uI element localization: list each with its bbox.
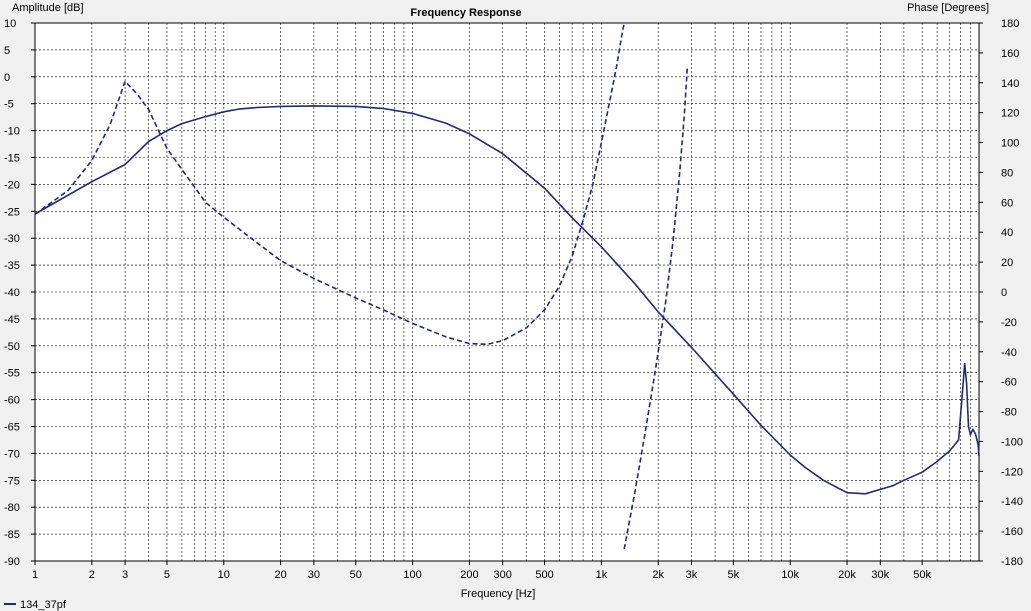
- plot-area: [34, 22, 980, 562]
- y-left-tick-label: -10: [4, 126, 20, 138]
- x-tick-label: 5: [164, 569, 170, 581]
- y-left-tick-label: -40: [4, 287, 20, 299]
- x-tick-labels: 1 2 3 5 10 20 30 50 100 200 300 500 1k 2k 3k 5k 10k 20k 30…: [32, 561, 932, 581]
- series-line-phase-wrapped: [623, 67, 689, 550]
- x-tick-label: 1: [32, 569, 38, 581]
- y-left-tick-label: -45: [4, 314, 20, 326]
- y-left-tick-label: -50: [4, 341, 20, 353]
- y-left-tick-label: -20: [4, 179, 20, 191]
- y-left-tick-labels: 10 5 0 -5 -10 -15 -20 -25 -30 -35 -40 -45 -50 -55 -60 -…: [4, 18, 35, 568]
- y-axis-right-label: Phase [Degrees]: [907, 2, 989, 14]
- legend-label: 134_37pf: [20, 599, 67, 611]
- y-left-tick-label: -65: [4, 422, 20, 434]
- x-axis-label: Frequency [Hz]: [461, 588, 536, 600]
- y-right-tick-label: 0: [1001, 287, 1007, 299]
- x-tick-label: 50: [350, 569, 362, 581]
- y-right-tick-label: -120: [1001, 466, 1023, 478]
- x-tick-label: 2: [89, 569, 95, 581]
- x-tick-label: 500: [535, 569, 553, 581]
- y-right-tick-labels: 180 160 140 120 100 80 60 40 20 0 -20 -40 -60 -80 -100…: [979, 18, 1023, 568]
- y-right-tick-label: -80: [1001, 407, 1017, 419]
- y-right-tick-label: 120: [1001, 108, 1019, 120]
- x-tick-label: 20: [275, 569, 287, 581]
- y-left-tick-label: -90: [4, 556, 20, 568]
- chart-title: Frequency Response: [410, 7, 521, 19]
- y-right-tick-label: 100: [1001, 138, 1019, 150]
- y-left-tick-label: -30: [4, 233, 20, 245]
- x-tick-label: 50k: [913, 569, 931, 581]
- x-tick-label: 300: [494, 569, 512, 581]
- y-left-tick-label: -35: [4, 260, 20, 272]
- y-left-tick-label: -55: [4, 368, 20, 380]
- y-left-tick-label: -75: [4, 475, 20, 487]
- x-tick-label: 100: [403, 569, 421, 581]
- y-right-tick-label: -40: [1001, 347, 1017, 359]
- y-left-tick-label: -70: [4, 448, 20, 460]
- x-tick-label: 20k: [838, 569, 856, 581]
- x-tick-label: 3: [122, 569, 128, 581]
- x-tick-label: 30: [308, 569, 320, 581]
- y-left-tick-label: 0: [4, 72, 10, 84]
- y-right-tick-label: -20: [1001, 317, 1017, 329]
- x-tick-label: 5k: [728, 569, 740, 581]
- y-left-tick-label: 10: [4, 18, 16, 30]
- y-left-tick-label: -25: [4, 206, 20, 218]
- legend: 134_37pf: [4, 599, 67, 611]
- y-right-tick-label: 180: [1001, 18, 1019, 30]
- y-right-tick-label: -60: [1001, 377, 1017, 389]
- series-line-phase: [34, 22, 625, 346]
- y-left-tick-label: -60: [4, 395, 20, 407]
- y-left-tick-label: -15: [4, 153, 20, 165]
- y-right-tick-label: 140: [1001, 78, 1019, 90]
- y-axis-left-label: Amplitude [dB]: [12, 2, 84, 14]
- y-right-tick-label: -140: [1001, 496, 1023, 508]
- x-tick-label: 1k: [596, 569, 608, 581]
- y-left-tick-label: -85: [4, 529, 20, 541]
- x-tick-label: 10k: [781, 569, 799, 581]
- series-line-amplitude: [34, 105, 980, 495]
- y-right-tick-label: -180: [1001, 556, 1023, 568]
- y-right-tick-label: 80: [1001, 167, 1013, 179]
- x-tick-label: 3k: [686, 569, 698, 581]
- y-right-tick-label: 160: [1001, 48, 1019, 60]
- x-tick-label: 10: [218, 569, 230, 581]
- y-left-tick-label: -80: [4, 502, 20, 514]
- y-right-tick-label: 60: [1001, 197, 1013, 209]
- series-lines: [34, 22, 980, 550]
- x-tick-label: 200: [460, 569, 478, 581]
- y-right-tick-label: 20: [1001, 257, 1013, 269]
- x-tick-label: 2k: [652, 569, 664, 581]
- y-right-tick-label: -160: [1001, 526, 1023, 538]
- y-right-tick-label: 40: [1001, 227, 1013, 239]
- y-left-tick-label: -5: [4, 99, 14, 111]
- x-tick-label: 30k: [871, 569, 889, 581]
- y-right-tick-label: -100: [1001, 436, 1023, 448]
- y-left-tick-label: 5: [4, 45, 10, 57]
